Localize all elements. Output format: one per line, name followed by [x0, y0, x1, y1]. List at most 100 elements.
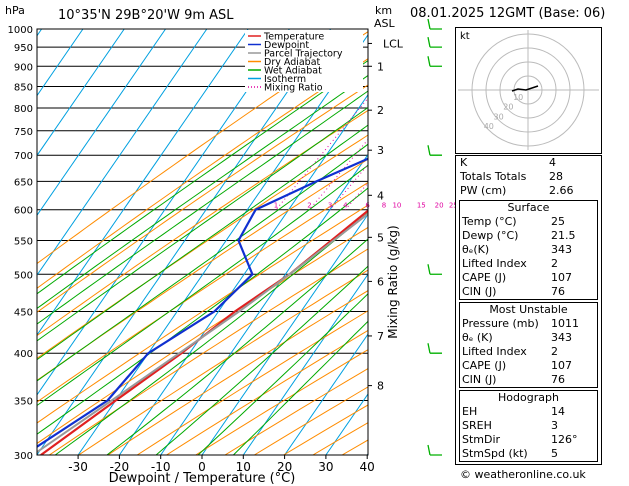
index-label: Lifted Index	[462, 345, 527, 358]
isotherm-line	[37, 29, 290, 396]
hodograph-panel: 10 20 30 40 kt	[455, 27, 602, 154]
isotherm-line	[37, 29, 332, 455]
pressure-tick-label: 600	[14, 206, 33, 217]
dry-adiabat-line	[37, 134, 368, 359]
pressure-tick-label: 500	[14, 270, 33, 281]
x-tick-label: 30	[318, 460, 333, 474]
indices-table: K 4 Totals Totals 28 PW (cm) 2.66 Surface Tem…	[455, 155, 602, 465]
legend-entry: Dry Adiabat	[264, 57, 321, 68]
index-value: 343	[551, 243, 572, 256]
wind-barb	[427, 37, 442, 48]
index-value: 4	[549, 156, 556, 169]
dry-adiabat-line	[37, 204, 368, 424]
isotherm-line	[37, 29, 166, 217]
hodograph-ring-label: 30	[494, 112, 504, 121]
index-row: Totals Totals 28	[456, 170, 601, 184]
wet-adiabat-line	[37, 143, 368, 382]
isotherm-line	[37, 29, 84, 97]
location-label: 10°35'N 29B°20'W 9m ASL	[58, 8, 234, 23]
index-label: Dewp (°C)	[462, 229, 519, 242]
wind-barb	[427, 343, 442, 354]
credit-label: © weatheronline.co.uk	[460, 468, 586, 481]
x-tick-label: 0	[198, 460, 206, 474]
mixing-ratio-label: 8	[382, 202, 386, 210]
index-row: CIN (J) 76	[460, 285, 597, 299]
pressure-tick-label: 350	[14, 396, 33, 407]
index-row: StmSpd (kt) 5	[460, 447, 597, 461]
wet-adiabat-line	[37, 124, 368, 361]
index-label: StmDir	[462, 433, 501, 446]
dry-adiabat-line	[37, 226, 368, 445]
pressure-tick-label: 750	[14, 127, 33, 138]
index-label: Lifted Index	[462, 257, 527, 270]
x-tick-label: 40	[360, 460, 375, 474]
isotherm-line	[37, 29, 125, 157]
pressure-tick-label: 900	[14, 62, 33, 73]
index-row: SREH 3	[460, 419, 597, 433]
km-tick-label: 6	[377, 275, 384, 288]
index-value: 1011	[551, 317, 579, 330]
dry-adiabat-line	[166, 329, 368, 455]
index-value: 28	[549, 170, 563, 183]
index-row: θₑ (K) 343	[460, 331, 597, 345]
index-row: Pressure (mb) 1011	[460, 317, 597, 331]
legend-entry: Parcel Trajectory	[264, 49, 343, 60]
km-tick-label: 2	[377, 104, 384, 117]
mixing-ratio-label: 15	[417, 202, 426, 210]
mixing-ratio-label: 2	[307, 202, 311, 210]
index-row: CAPE (J) 107	[460, 271, 597, 285]
wet-adiabat-line	[106, 238, 368, 455]
index-label: CIN (J)	[462, 373, 497, 386]
isotherm-line	[201, 213, 368, 455]
height-unit-label: km	[375, 4, 392, 17]
surface-title: Surface	[507, 201, 550, 214]
index-value: 3	[551, 419, 558, 432]
wind-barb	[427, 444, 442, 456]
index-label: K	[460, 156, 468, 169]
index-label: CAPE (J)	[462, 359, 507, 372]
x-tick-label: -10	[151, 460, 171, 474]
km-tick-label: LCL	[383, 37, 404, 50]
km-tick-label: 5	[377, 231, 384, 244]
index-row: Temp (°C) 25	[460, 215, 597, 229]
legend-entry: Wet Adiabat	[264, 66, 322, 77]
index-label: CAPE (J)	[462, 271, 507, 284]
isotherm-line	[242, 273, 368, 455]
isotherm-line	[77, 33, 368, 455]
km-tick-label: 7	[377, 330, 384, 343]
index-value: 5	[551, 447, 558, 460]
mixing-ratio-label: 4	[343, 202, 348, 210]
isotherm-line	[284, 333, 368, 455]
index-row: CAPE (J) 107	[460, 359, 597, 373]
index-value: 76	[551, 373, 565, 386]
index-row: StmDir 126°	[460, 433, 597, 447]
hodograph-box: Hodograph EH 14 SREH 3 StmDir 126° StmSpd (kt)…	[459, 390, 598, 462]
index-row: EH 14	[460, 405, 597, 419]
dewpoint-line	[37, 157, 368, 449]
dry-adiabat-line	[37, 181, 368, 403]
index-label: EH	[462, 405, 478, 418]
x-tick-label: -20	[110, 460, 130, 474]
km-tick-label: 3	[377, 144, 384, 157]
index-label: θₑ (K)	[462, 331, 493, 344]
index-label: StmSpd (kt)	[462, 447, 528, 460]
mixing-ratio-label: 3	[328, 202, 332, 210]
wind-barb	[427, 56, 442, 67]
hodograph-unit-label: kt	[460, 31, 470, 42]
index-value: 2	[551, 345, 558, 358]
wind-barb	[427, 264, 442, 275]
pressure-unit-label: hPa	[5, 4, 25, 17]
km-tick-label: 8	[377, 380, 384, 393]
height-unit-label-asl: ASL	[374, 17, 396, 30]
mixing-ratio-axis-title: Mixing Ratio (g/kg)	[386, 225, 400, 338]
index-label: PW (cm)	[460, 184, 507, 197]
legend-entry: Isotherm	[264, 74, 306, 85]
index-row: θₑ(K) 343	[460, 243, 597, 257]
index-row: CIN (J) 76	[460, 373, 597, 387]
x-tick-label: -30	[68, 460, 88, 474]
pressure-tick-label: 950	[14, 43, 33, 54]
wind-barb	[427, 145, 442, 156]
index-value: 107	[551, 359, 572, 372]
